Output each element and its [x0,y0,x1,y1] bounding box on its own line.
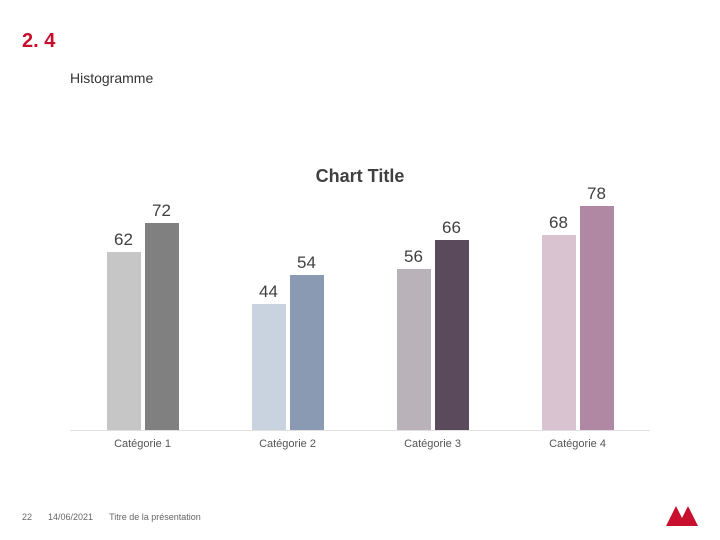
bar [290,275,324,430]
chart-area: 6272445456666878 Catégorie 1Catégorie 2C… [70,200,650,460]
bar [107,252,141,430]
bar [252,304,286,431]
bar [542,235,576,431]
bar-group: 5666 [360,200,505,430]
footer-date: 14/06/2021 [48,512,93,522]
bar-value-label: 78 [577,184,617,204]
bar-group: 6272 [70,200,215,430]
subtitle: Histogramme [70,70,153,86]
category-label: Catégorie 1 [70,438,215,450]
maif-logo-icon [666,502,698,526]
slide: 2. 4 Histogramme Chart Title 62724454566… [0,0,720,540]
bar [397,269,431,430]
bar [435,240,469,430]
chart-plot: 6272445456666878 [70,200,650,431]
bar-group: 6878 [505,200,650,430]
section-number: 2. 4 [22,30,55,53]
bar-group: 4454 [215,200,360,430]
bar-value-label: 56 [394,247,434,267]
presentation-title: Titre de la présentation [109,512,201,522]
bar-value-label: 62 [104,230,144,250]
bar-value-label: 44 [249,282,289,302]
category-label: Catégorie 4 [505,438,650,450]
bar-value-label: 54 [287,253,327,273]
category-label: Catégorie 2 [215,438,360,450]
category-label: Catégorie 3 [360,438,505,450]
bar-value-label: 68 [539,213,579,233]
bar [145,223,179,430]
footer: 22 14/06/2021 Titre de la présentation [22,512,201,522]
bar [580,206,614,430]
page-number: 22 [22,512,32,522]
bar-value-label: 72 [142,201,182,221]
bar-value-label: 66 [432,218,472,238]
